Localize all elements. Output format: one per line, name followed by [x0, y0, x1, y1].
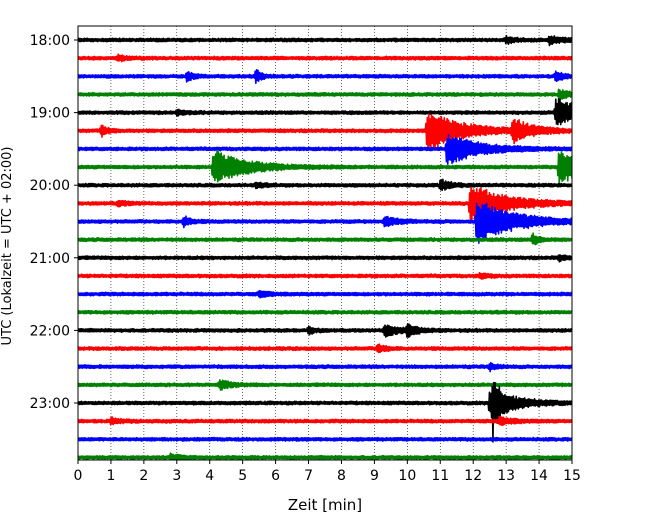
trace-row: [78, 88, 572, 100]
x-tick-label: 9: [370, 468, 379, 484]
plot-frame: [77, 25, 573, 461]
trace-row: [78, 323, 572, 338]
trace-row: [78, 186, 572, 224]
y-tick-label: 18:00: [30, 33, 70, 49]
grid-lines: [110, 26, 540, 460]
y-axis-label: UTC (Lokalzeit = UTC + 02:00): [0, 147, 15, 346]
trace-row: [78, 178, 572, 192]
trace-row: [78, 113, 572, 150]
x-tick-label: 6: [271, 468, 280, 484]
trace-row: [78, 289, 572, 299]
trace-row: [78, 436, 572, 442]
x-tick-label: 10: [398, 468, 416, 484]
trace-row: [78, 69, 572, 84]
x-tick-label: 11: [431, 468, 449, 484]
x-tick-label: 3: [172, 468, 181, 484]
y-tick-label: 20:00: [30, 178, 70, 194]
x-tick-label: 0: [74, 468, 83, 484]
x-axis-ticks: 0 1 2 3 4 5 6 7 8 9 10 11 12 13 14 15: [74, 460, 581, 484]
x-tick-label: 13: [497, 468, 515, 484]
x-tick-label: 15: [563, 468, 581, 484]
trace-row: [78, 53, 572, 63]
x-tick-label: 4: [205, 468, 214, 484]
trace-row: [78, 202, 572, 244]
traces: [78, 34, 572, 460]
trace-row: [78, 232, 572, 246]
trace-row: [78, 361, 572, 373]
trace-row: [78, 254, 572, 263]
trace-row: [78, 309, 572, 315]
x-tick-label: 5: [238, 468, 247, 484]
trace-row: [78, 343, 572, 354]
x-tick-label: 1: [106, 468, 115, 484]
x-axis-label: Zeit [min]: [288, 496, 362, 514]
trace-row: [78, 34, 572, 47]
trace-row: [78, 150, 572, 185]
trace-row: [78, 97, 572, 126]
x-tick-label: 8: [337, 468, 346, 484]
trace-row: [78, 133, 572, 165]
y-axis-ticks: 18:00 19:00 20:00 21:00 22:00 23:00: [30, 33, 78, 412]
y-tick-label: 19:00: [30, 106, 70, 122]
y-tick-label: 21:00: [30, 251, 70, 267]
trace-row: [78, 452, 572, 460]
trace-row: [78, 379, 572, 391]
trace-row: [78, 381, 572, 443]
y-tick-label: 23:00: [30, 396, 70, 412]
x-tick-label: 14: [530, 468, 548, 484]
x-tick-label: 7: [304, 468, 313, 484]
y-tick-label: 22:00: [30, 323, 70, 339]
trace-row: [78, 271, 572, 280]
trace-row: [78, 415, 572, 427]
x-tick-label: 2: [139, 468, 148, 484]
x-tick-label: 12: [464, 468, 482, 484]
